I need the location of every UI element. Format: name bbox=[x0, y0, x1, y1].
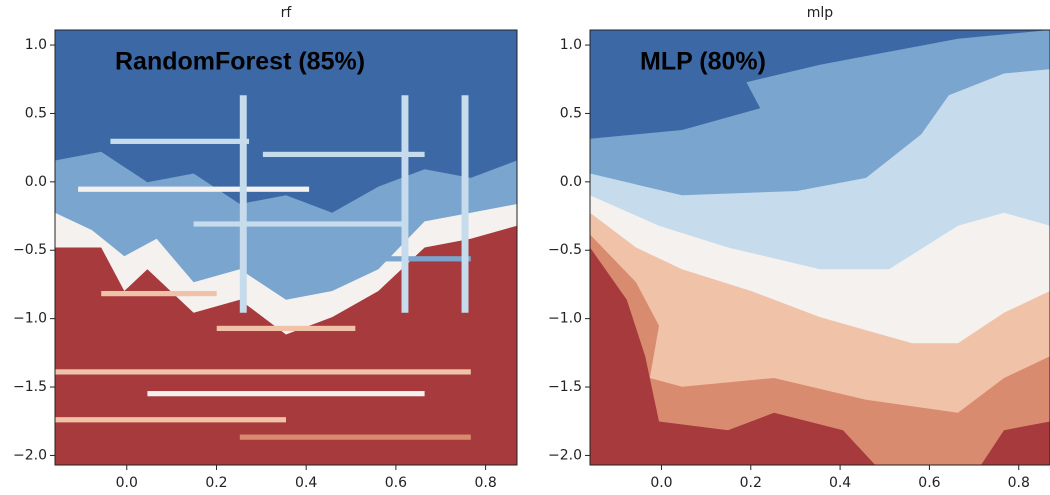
contour-streak bbox=[239, 434, 471, 440]
y-tick-label: 1.0 bbox=[560, 37, 582, 53]
axes-frame bbox=[54, 29, 518, 466]
plot-area bbox=[590, 30, 1050, 465]
x-tick-label: 0.6 bbox=[385, 475, 407, 491]
contour-streak bbox=[193, 221, 402, 227]
contour-streak bbox=[55, 417, 286, 423]
x-tick-label: 0.8 bbox=[474, 475, 496, 491]
contour-streak bbox=[147, 391, 425, 397]
contour-streak bbox=[55, 369, 471, 375]
y-tick-label: −0.5 bbox=[13, 242, 47, 258]
contour-streak bbox=[461, 95, 469, 313]
x-tick-label: 0.6 bbox=[918, 475, 940, 491]
contour-streak bbox=[216, 325, 356, 332]
y-tick-label: 0.0 bbox=[560, 174, 582, 190]
y-tick-label: −1.0 bbox=[548, 311, 582, 327]
contour-streak bbox=[262, 151, 425, 158]
x-tick-label: 0.2 bbox=[740, 475, 762, 491]
y-tick-label: −1.5 bbox=[548, 379, 582, 395]
chart-title: mlp bbox=[807, 5, 834, 21]
annotation: RandomForest (85%) bbox=[115, 48, 365, 76]
plot-area bbox=[55, 30, 517, 465]
y-tick-label: 0.5 bbox=[560, 105, 582, 121]
x-tick-label: 0.0 bbox=[116, 475, 138, 491]
axes-frame bbox=[589, 29, 1050, 466]
contour-streak bbox=[101, 291, 217, 297]
x-tick-label: 0.8 bbox=[1008, 475, 1030, 491]
y-tick-label: −1.0 bbox=[13, 311, 47, 327]
contour-streak bbox=[239, 95, 247, 313]
y-tick-label: 0.0 bbox=[25, 174, 47, 190]
x-tick-label: 0.4 bbox=[295, 475, 317, 491]
y-tick-label: −2.0 bbox=[548, 447, 582, 463]
contour-streak bbox=[110, 138, 250, 144]
x-tick-label: 0.0 bbox=[650, 475, 672, 491]
chart-title: rf bbox=[281, 5, 293, 21]
y-tick-label: −2.0 bbox=[13, 447, 47, 463]
x-tick-label: 0.4 bbox=[829, 475, 851, 491]
x-tick-label: 0.2 bbox=[205, 475, 227, 491]
y-tick-label: 0.5 bbox=[25, 105, 47, 121]
contour-streak bbox=[401, 95, 409, 313]
y-tick-label: −0.5 bbox=[548, 242, 582, 258]
y-tick-label: −1.5 bbox=[13, 379, 47, 395]
contour-streak bbox=[78, 186, 310, 192]
annotation: MLP (80%) bbox=[640, 48, 766, 76]
contour-region bbox=[590, 30, 1050, 139]
y-tick-label: 1.0 bbox=[25, 37, 47, 53]
